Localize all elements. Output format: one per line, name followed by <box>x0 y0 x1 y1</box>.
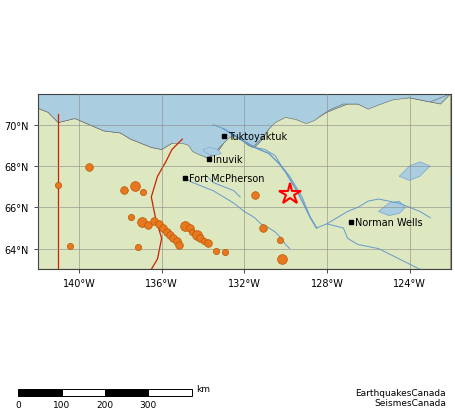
Bar <box>61 389 105 397</box>
Bar <box>148 389 192 397</box>
Text: Tuktoyaktuk: Tuktoyaktuk <box>228 132 287 142</box>
Polygon shape <box>451 177 455 218</box>
Text: 0: 0 <box>15 400 21 409</box>
Polygon shape <box>399 162 430 181</box>
Bar <box>105 389 148 397</box>
Text: 100: 100 <box>53 400 70 409</box>
Text: 300: 300 <box>140 400 157 409</box>
Text: Fort McPherson: Fort McPherson <box>189 173 264 183</box>
Text: km: km <box>196 384 210 393</box>
Polygon shape <box>379 202 405 216</box>
Polygon shape <box>203 148 222 156</box>
Text: Norman Wells: Norman Wells <box>355 218 423 228</box>
Polygon shape <box>38 84 451 158</box>
Text: EarthquakesCanada
SeismesCanada: EarthquakesCanada SeismesCanada <box>355 388 446 407</box>
Text: Inuvik: Inuvik <box>213 154 243 164</box>
Bar <box>18 389 61 397</box>
Text: 200: 200 <box>96 400 113 409</box>
Polygon shape <box>38 94 451 270</box>
